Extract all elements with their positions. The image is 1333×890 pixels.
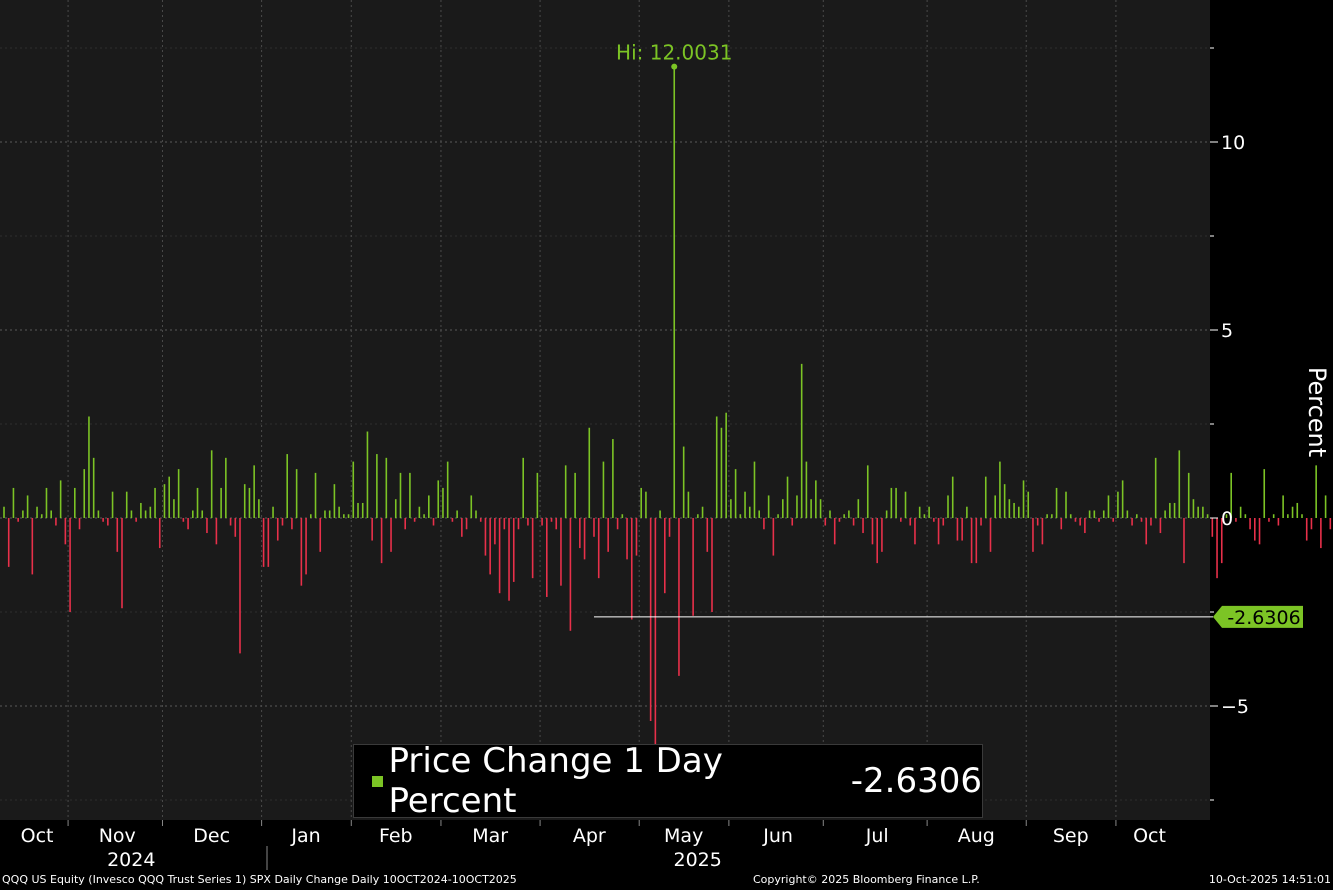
y-tick-label: 10 [1221,132,1245,154]
footer-copyright: Copyright© 2025 Bloomberg Finance L.P. [753,873,980,886]
legend-swatch [372,775,383,787]
x-tick-label: Feb [379,825,413,847]
plot-area [0,0,1210,820]
legend-label: Price Change 1 Day Percent [388,741,723,821]
y-axis-title: Percent [1303,366,1331,458]
x-tick-label: Apr [573,825,606,847]
y-tick-label: 5 [1221,320,1233,342]
x-year-label: 2025 [674,849,722,870]
hi-label: Hi: 12.0031 [616,41,732,65]
footer-timestamp: 10-Oct-2025 14:51:01 [1208,873,1331,886]
y-tick-label: 0 [1221,508,1233,530]
x-tick-label: Sep [1053,825,1089,847]
last-value-label: -2.6306 [1227,607,1300,629]
x-tick-label: Oct [21,825,54,847]
x-tick-label: Mar [472,825,508,847]
x-tick-label: Jun [762,825,793,847]
x-tick-label: Oct [1133,825,1166,847]
legend-value: -2.6306 [850,761,982,801]
last-value-tag [1213,605,1303,628]
footer-description: QQQ US Equity (Invesco QQQ Trust Series … [2,873,517,886]
x-year-label: 2024 [107,849,155,870]
x-tick-label: Jul [865,825,889,847]
y-tick-label: −5 [1221,696,1249,718]
x-tick-label: May [664,825,703,847]
x-tick-label: Nov [99,825,136,847]
x-tick-label: Jan [290,825,320,847]
x-tick-label: Aug [958,825,995,847]
hi-marker [671,63,678,70]
legend: Price Change 1 Day Percent -2.6306 [353,741,983,821]
x-tick-label: Dec [193,825,230,847]
bar-chart: Hi: 12.0031Low: -6.2109-2.6306−50510OctN… [0,0,1332,870]
